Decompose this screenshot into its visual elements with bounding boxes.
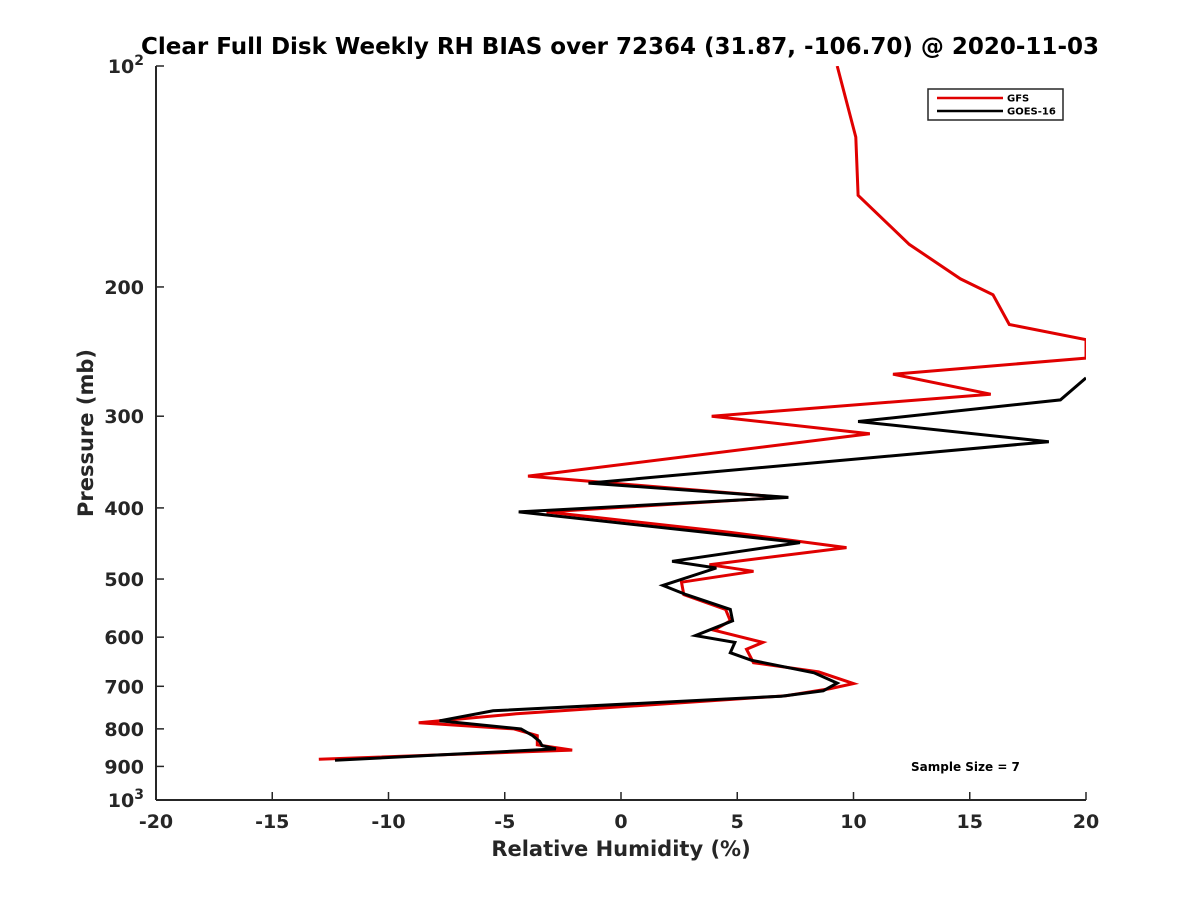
x-axis-label: Relative Humidity (%) (491, 837, 750, 861)
legend-label-goes16: GOES-16 (1007, 107, 1056, 118)
legend-label-gfs: GFS (1007, 94, 1029, 105)
x-tick-label: -15 (255, 811, 289, 833)
legend: GFS GOES-16 (927, 88, 1064, 121)
x-ticks: -20 -15 -10 -5 0 5 10 15 20 (139, 792, 1099, 833)
y-tick-label: 700 (104, 676, 144, 698)
legend-box (927, 88, 1064, 121)
y-tick-label-power: 102 (108, 53, 144, 78)
x-tick-label: 5 (731, 811, 744, 833)
y-tick-label-power: 103 (108, 787, 144, 812)
chart-title: Clear Full Disk Weekly RH BIAS over 7236… (141, 34, 1099, 60)
y-tick-label: 800 (104, 719, 144, 741)
sample-size-annotation: Sample Size = 7 (911, 760, 1020, 774)
x-tick-label: 0 (614, 811, 627, 833)
series-line-goes16 (334, 376, 1086, 762)
x-tick-label: 15 (957, 811, 983, 833)
x-tick-label: 10 (840, 811, 866, 833)
x-tick-label: -20 (139, 811, 173, 833)
y-tick-label: 300 (104, 406, 144, 428)
x-tick-label: -10 (371, 811, 405, 833)
y-tick-label: 600 (104, 627, 144, 649)
y-axis-label: Pressure (mb) (74, 349, 98, 517)
x-tick-label: 20 (1073, 811, 1099, 833)
y-tick-label: 900 (104, 756, 144, 778)
y-ticks: 200 300 400 500 600 700 800 900 102 103 (104, 53, 164, 812)
y-tick-label: 400 (104, 498, 144, 520)
x-tick-label: -5 (494, 811, 515, 833)
series-line-gfs (318, 66, 1086, 761)
y-tick-label: 500 (104, 569, 144, 591)
y-tick-label: 200 (104, 277, 144, 299)
series-layer (318, 66, 1086, 762)
